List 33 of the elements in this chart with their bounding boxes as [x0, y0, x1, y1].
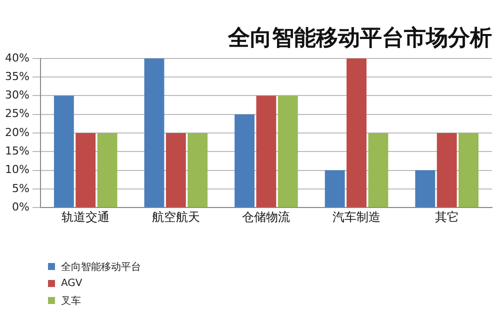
bar — [76, 133, 96, 208]
legend-label: 叉车 — [61, 294, 81, 308]
x-tick-label: 其它 — [434, 210, 459, 224]
x-tick-label: 仓储物流 — [242, 210, 290, 224]
y-tick-label: 15% — [4, 144, 30, 158]
bar — [144, 58, 164, 208]
y-tick-label: 0% — [12, 200, 30, 214]
bar — [436, 133, 457, 208]
bar — [278, 96, 298, 208]
x-tick-label: 轨道交通 — [62, 210, 110, 224]
y-tick-label: 35% — [4, 70, 30, 83]
bar — [256, 96, 276, 208]
bar — [97, 133, 118, 208]
chart-title: 全向智能移动平台市场分析 — [227, 24, 492, 51]
y-tick-label: 20% — [4, 126, 30, 139]
legend-label: AGV — [61, 278, 82, 289]
bar — [54, 96, 74, 208]
y-tick-label: 30% — [4, 88, 30, 102]
x-tick-label: 汽车制造 — [332, 210, 381, 224]
bar — [368, 133, 388, 208]
bar — [324, 170, 345, 208]
legend-label: 全向智能移动平台 — [61, 260, 141, 274]
bar — [458, 133, 478, 208]
y-tick-label: 40% — [4, 51, 30, 64]
y-tick-label: 10% — [4, 163, 30, 176]
y-tick-label: 5% — [12, 182, 30, 195]
bar — [166, 133, 186, 208]
bar — [234, 114, 255, 208]
bar — [188, 133, 208, 208]
y-tick-label: 25% — [4, 107, 30, 120]
bar — [415, 170, 436, 208]
x-tick-label: 航空航天 — [152, 210, 200, 224]
bar — [346, 58, 367, 208]
